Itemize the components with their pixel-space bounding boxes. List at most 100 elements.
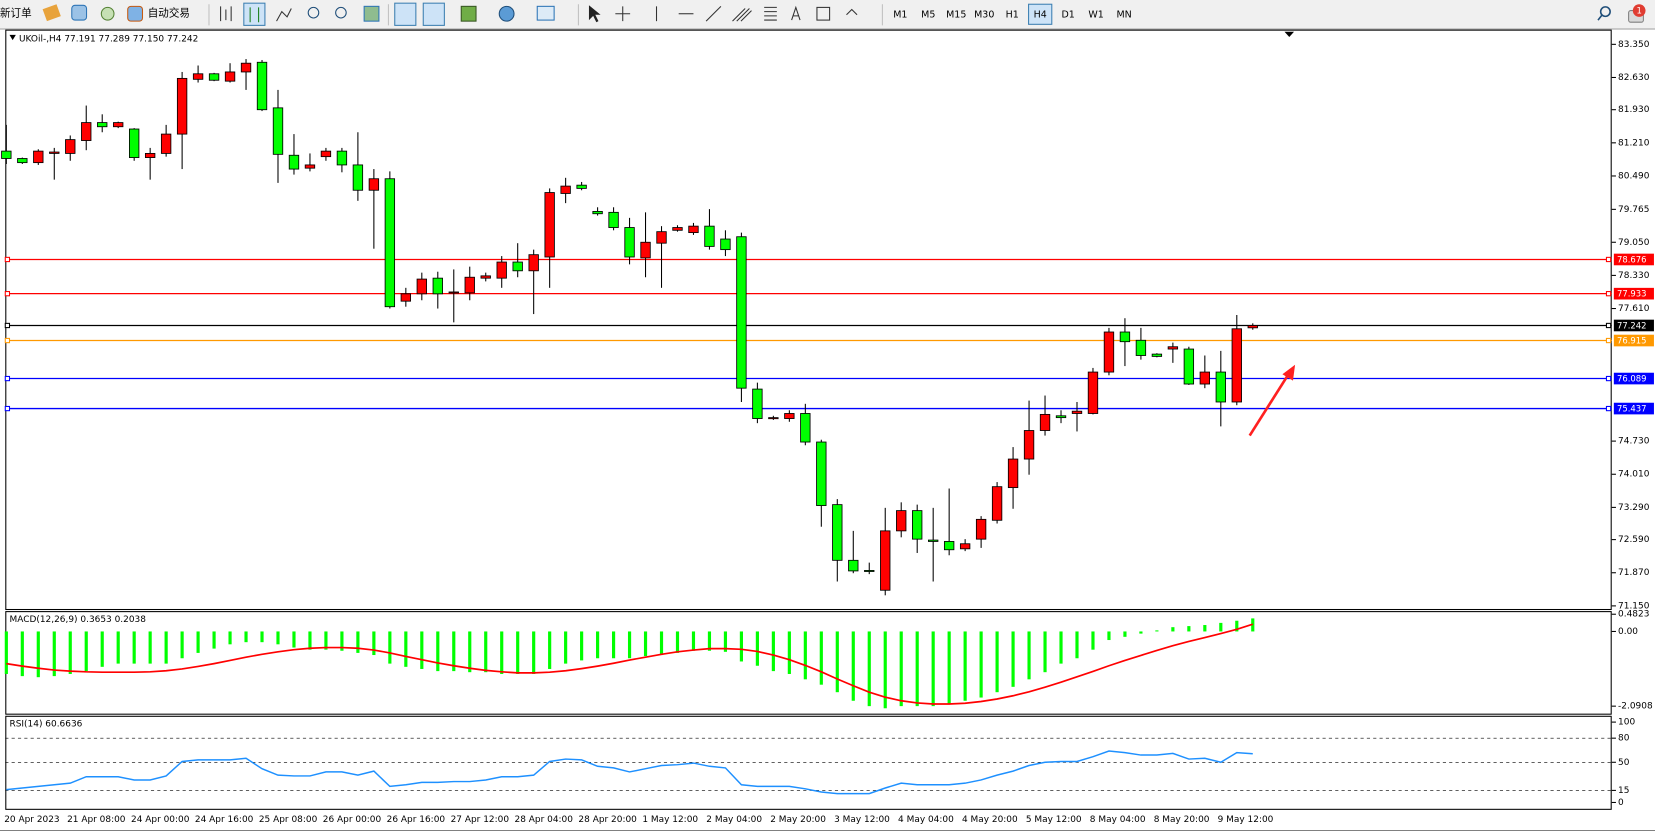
macd-bar	[899, 631, 903, 707]
templates-icon[interactable]	[536, 5, 555, 21]
x-tick-label: 1 May 12:00	[642, 815, 698, 825]
icon[interactable]	[71, 4, 88, 21]
timeframe-button[interactable]: MN	[1116, 9, 1131, 20]
macd-bar	[1075, 631, 1079, 659]
zoom-out-icon[interactable]	[335, 6, 347, 19]
label-icon[interactable]	[816, 6, 831, 21]
candle-body	[1199, 371, 1211, 385]
candle-body	[688, 225, 699, 234]
trendline-icon[interactable]	[705, 5, 722, 22]
price-line-handle	[4, 375, 11, 382]
macd-bar	[1235, 620, 1239, 632]
arrows-icon[interactable]	[846, 8, 858, 16]
macd-bar	[979, 631, 983, 698]
price-line-handle	[1605, 256, 1612, 263]
candle-icon[interactable]	[249, 7, 260, 23]
timeframe-button[interactable]: M1	[893, 9, 907, 20]
timeframe-active[interactable]	[1028, 3, 1053, 25]
candle-body	[224, 71, 236, 82]
timeframe-button[interactable]: H4	[1034, 9, 1047, 20]
notification-count: 1	[1636, 6, 1641, 16]
search-icon[interactable]	[1597, 14, 1603, 21]
chart-shift-icon[interactable]	[422, 2, 445, 26]
macd-bar	[20, 631, 24, 677]
macd-bar	[819, 631, 823, 685]
bar-chart-icon[interactable]	[220, 6, 232, 22]
autoscroll-icon[interactable]	[394, 2, 417, 26]
candle-body	[1247, 325, 1258, 329]
price-label: 77.242	[1617, 321, 1647, 331]
candle-body	[352, 164, 364, 191]
line-chart-icon[interactable]	[276, 8, 292, 22]
macd-bar	[947, 631, 951, 704]
text-icon[interactable]	[791, 5, 801, 21]
macd-bar	[723, 631, 728, 652]
x-tick-label: 8 May 04:00	[1090, 815, 1146, 825]
timeframe-button[interactable]: M15	[946, 9, 966, 20]
signal-line	[6, 623, 1254, 705]
candle-body	[1, 150, 12, 159]
chart-window	[0, 29, 1655, 831]
macd-bar	[340, 631, 344, 651]
x-tick-label: 8 May 20:00	[1154, 815, 1210, 825]
rsi-line	[6, 750, 1253, 795]
candle-body	[576, 184, 587, 189]
macd-bar	[548, 631, 552, 669]
macd-bar	[180, 631, 184, 659]
macd-bar	[84, 631, 88, 672]
channel-icon[interactable]	[732, 8, 752, 22]
zoom-in-icon[interactable]	[307, 6, 320, 19]
timeframe-button[interactable]: D1	[1061, 9, 1074, 20]
panel-menu-marker	[9, 34, 16, 41]
macd-bar	[564, 631, 568, 664]
price-line-handle	[1605, 322, 1612, 329]
candle-body	[784, 413, 795, 419]
x-tick-label: 21 Apr 08:00	[67, 815, 126, 825]
timeframe-button[interactable]: M30	[974, 9, 994, 20]
macd-bar	[963, 631, 967, 701]
y-tick-label: 15	[1618, 786, 1629, 796]
icon[interactable]	[42, 4, 61, 22]
tile-icon[interactable]	[363, 5, 380, 22]
y-tick-label: 82.630	[1618, 73, 1650, 83]
search-icon[interactable]	[1599, 6, 1611, 18]
auto-trading-icon[interactable]	[127, 5, 144, 22]
timeframe-button[interactable]: H1	[1006, 9, 1019, 20]
macd-bar	[164, 631, 168, 664]
timeframe-button[interactable]: M5	[921, 9, 935, 20]
crosshair-icon[interactable]	[615, 6, 631, 22]
indicators-icon[interactable]	[460, 5, 477, 22]
macd-bar	[420, 631, 424, 669]
icon[interactable]	[100, 6, 115, 21]
candle-body	[1135, 339, 1147, 356]
macd-bar	[691, 631, 696, 651]
cursor-icon[interactable]	[588, 5, 601, 23]
x-tick-label: 4 May 04:00	[898, 815, 954, 825]
macd-bar	[196, 631, 200, 653]
x-tick-label: 26 Apr 16:00	[387, 815, 446, 825]
price-line-handle	[4, 337, 11, 344]
price-label-bg	[1613, 319, 1654, 332]
macd-bar	[1027, 631, 1031, 680]
y-tick-label: 72.590	[1618, 535, 1650, 545]
candle-body	[864, 570, 875, 572]
auto-trading-button[interactable]: 自动交易	[148, 7, 190, 20]
fibo-icon[interactable]	[764, 6, 777, 21]
new-order-button[interactable]: 新订单	[0, 7, 32, 20]
timeframe-button[interactable]: W1	[1088, 9, 1103, 20]
macd-bar	[468, 631, 472, 673]
macd-bar	[1155, 630, 1159, 632]
macd-bar	[1203, 625, 1207, 632]
chart-title: RSI(14) 60.6636	[9, 720, 82, 730]
macd-bar	[1187, 626, 1191, 632]
chart-title: UKOil-,H4 77.191 77.289 77.150 77.242	[19, 35, 198, 45]
price-line-handle	[1605, 291, 1612, 297]
x-tick-label: 28 Apr 04:00	[515, 815, 574, 825]
periods-icon[interactable]	[498, 5, 515, 22]
candle-body	[912, 510, 923, 540]
candle-icon-active[interactable]	[243, 2, 266, 26]
macd-bar	[292, 631, 296, 648]
notification-badge[interactable]	[1632, 4, 1646, 17]
x-tick-label: 4 May 20:00	[962, 815, 1018, 825]
macd-bar	[388, 631, 392, 664]
